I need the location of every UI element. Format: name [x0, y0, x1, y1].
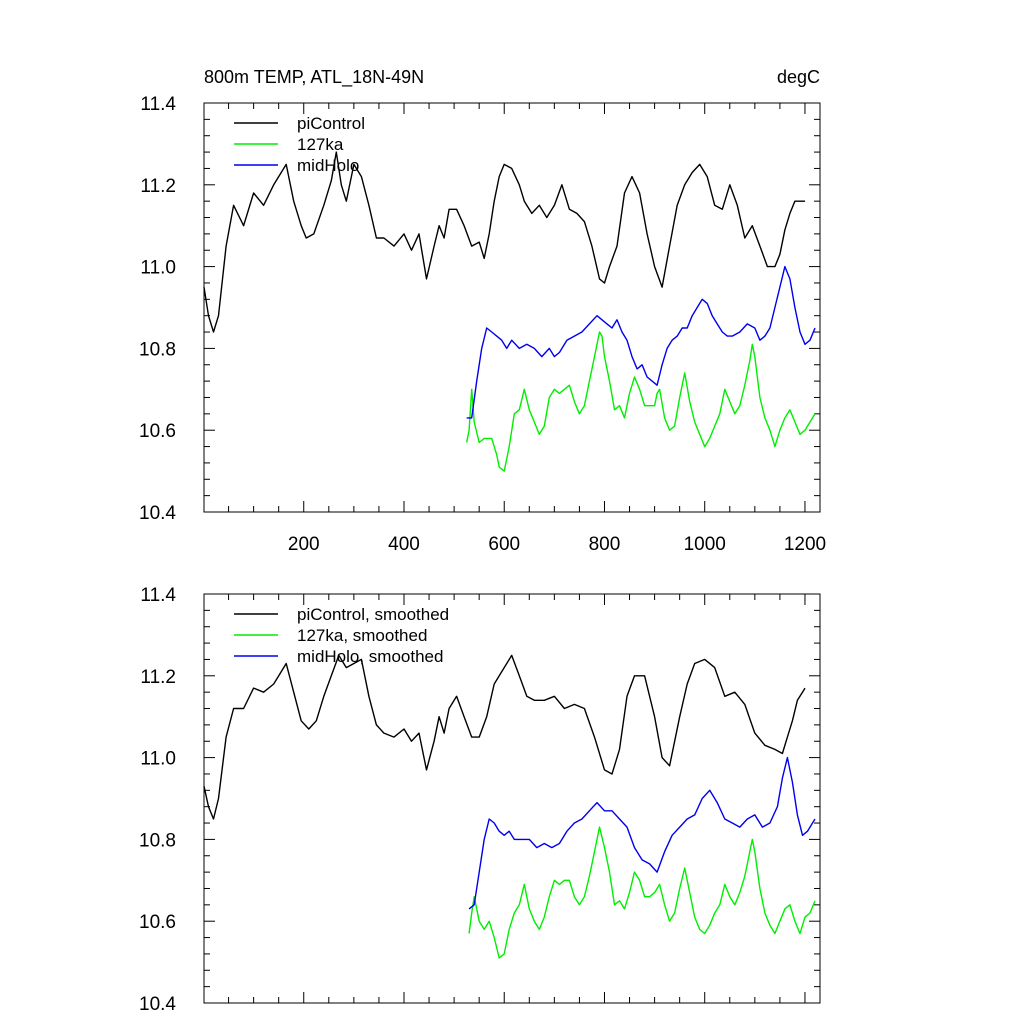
- y-tick-label: 10.8: [139, 339, 176, 360]
- legend-label: 127ka: [297, 135, 344, 154]
- x-tick-label: 600: [488, 534, 520, 555]
- units-label: degC: [777, 67, 820, 87]
- legend-label: 127ka, smoothed: [297, 626, 427, 645]
- bottom-panel: 10.4 10.6 10.8 11.0 11.2 11.4 piControl, smoot…: [139, 585, 821, 1015]
- y-tick-label: 11.0: [140, 749, 176, 770]
- series-line-midholo: [466, 265, 816, 419]
- top-panel: 200 400 600 800 1000 1200 10.4 10.6 10.8 11.0 11.2…: [139, 94, 826, 555]
- x-tick-label: 1000: [684, 534, 726, 555]
- series-line-picontrol: [203, 151, 805, 333]
- y-tick-label: 10.4: [139, 503, 176, 524]
- x-tick-label: 800: [589, 534, 621, 555]
- y-tick-label: 11.2: [140, 176, 176, 197]
- y-tick-label: 10.8: [139, 830, 176, 851]
- legend-label: midHolo, smoothed: [297, 647, 443, 666]
- y-tick-label: 11.4: [140, 94, 176, 115]
- y-tick-label: 11.4: [140, 585, 176, 606]
- y-tick-label: 10.4: [139, 994, 176, 1015]
- y-tick-label: 10.6: [139, 421, 176, 442]
- y-tick-label: 11.0: [140, 258, 176, 279]
- legend-label: piControl, smoothed: [297, 605, 449, 624]
- plot-frame: [203, 593, 821, 1004]
- y-tick-label: 10.6: [139, 912, 176, 933]
- series-line-midholo-smoothed: [468, 756, 816, 910]
- legend-label: piControl: [297, 114, 365, 133]
- chart-title: 800m TEMP, ATL_18N-49N: [204, 67, 424, 88]
- plot-frame: [203, 102, 821, 513]
- x-tick-label: 1200: [784, 534, 826, 555]
- series-line-127ka-smoothed: [468, 826, 816, 959]
- x-tick-label: 400: [388, 534, 420, 555]
- series-line-picontrol-smoothed: [203, 654, 806, 820]
- x-tick-label: 200: [288, 534, 320, 555]
- series-line-127ka: [465, 331, 816, 472]
- legend-label: midHolo: [297, 156, 359, 175]
- y-tick-label: 11.2: [140, 667, 176, 688]
